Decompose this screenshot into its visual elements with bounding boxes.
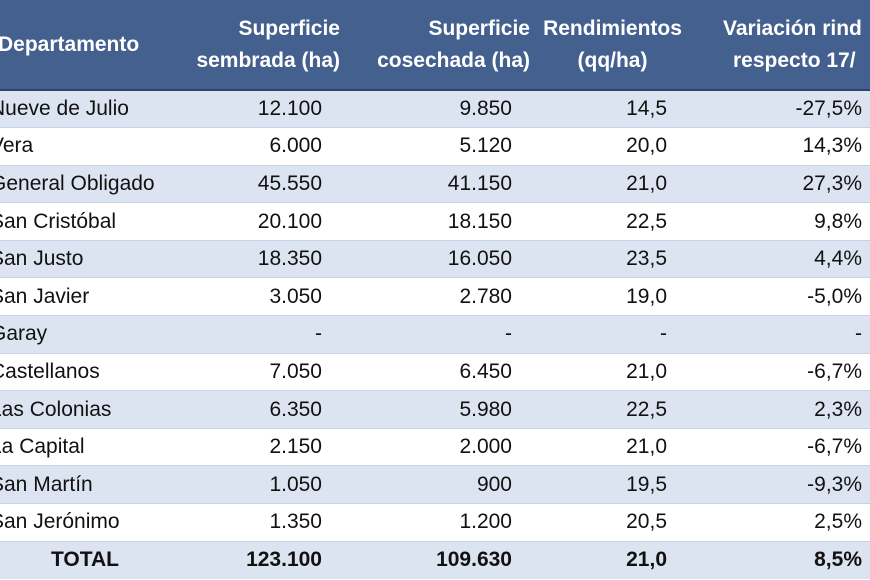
cell-variacion: 4,4% bbox=[695, 240, 870, 279]
cell-sembrada: 45.550 bbox=[180, 165, 350, 204]
cell-departamento: Castellanos bbox=[0, 353, 180, 392]
cell-cosechada: 2.780 bbox=[350, 277, 540, 317]
table-row: Las Colonias 6.350 5.980 22,5 2,3% bbox=[0, 390, 870, 429]
cell-rendimiento: - bbox=[540, 315, 695, 354]
header-departamento: Departamento bbox=[0, 0, 180, 91]
cell-rendimiento: 20,5 bbox=[540, 503, 695, 542]
cell-rendimiento: 22,5 bbox=[540, 202, 695, 241]
cell-rendimiento: 19,5 bbox=[540, 465, 695, 505]
cell-variacion: 2,5% bbox=[695, 503, 870, 542]
cell-departamento: Vera bbox=[0, 127, 180, 166]
cell-sembrada: 1.350 bbox=[180, 503, 350, 542]
cell-rendimiento: 21,0 bbox=[540, 165, 695, 204]
total-cell-sembrada: 123.100 bbox=[180, 541, 350, 579]
cell-rendimiento: 19,0 bbox=[540, 277, 695, 317]
cell-variacion: - bbox=[695, 315, 870, 354]
total-row: TOTAL 123.100 109.630 21,0 8,5% bbox=[0, 541, 870, 579]
cell-departamento: San Justo bbox=[0, 240, 180, 279]
cell-variacion: 27,3% bbox=[695, 165, 870, 204]
cell-variacion: -6,7% bbox=[695, 428, 870, 467]
cell-rendimiento: 20,0 bbox=[540, 127, 695, 166]
cell-rendimiento: 21,0 bbox=[540, 353, 695, 392]
header-superficie-sembrada: Superficie sembrada (ha) bbox=[180, 0, 350, 91]
table-row: San Martín 1.050 900 19,5 -9,3% bbox=[0, 465, 870, 505]
cell-cosechada: 5.980 bbox=[350, 390, 540, 429]
cell-cosechada: 5.120 bbox=[350, 127, 540, 166]
cell-cosechada: 18.150 bbox=[350, 202, 540, 241]
cell-sembrada: 20.100 bbox=[180, 202, 350, 241]
cell-sembrada: 2.150 bbox=[180, 428, 350, 467]
cell-departamento: Nueve de Julio bbox=[0, 90, 180, 129]
cell-departamento: La Capital bbox=[0, 428, 180, 467]
cell-sembrada: - bbox=[180, 315, 350, 354]
cell-departamento: Garay bbox=[0, 315, 180, 354]
cell-rendimiento: 22,5 bbox=[540, 390, 695, 429]
cell-departamento: San Javier bbox=[0, 277, 180, 317]
cell-sembrada: 18.350 bbox=[180, 240, 350, 279]
header-row: Departamento Superficie sembrada (ha) Su… bbox=[0, 0, 870, 91]
total-cell-cosechada: 109.630 bbox=[350, 541, 540, 579]
cell-sembrada: 12.100 bbox=[180, 90, 350, 129]
cell-sembrada: 1.050 bbox=[180, 465, 350, 505]
cell-sembrada: 6.000 bbox=[180, 127, 350, 166]
cell-variacion: 2,3% bbox=[695, 390, 870, 429]
cell-departamento: San Jerónimo bbox=[0, 503, 180, 542]
cell-rendimiento: 23,5 bbox=[540, 240, 695, 279]
cell-variacion: 14,3% bbox=[695, 127, 870, 166]
cell-departamento: San Martín bbox=[0, 465, 180, 505]
table-row: Castellanos 7.050 6.450 21,0 -6,7% bbox=[0, 353, 870, 392]
cell-variacion: -5,0% bbox=[695, 277, 870, 317]
cell-cosechada: 2.000 bbox=[350, 428, 540, 467]
table-row: San Jerónimo 1.350 1.200 20,5 2,5% bbox=[0, 503, 870, 542]
cell-cosechada: 9.850 bbox=[350, 90, 540, 129]
cell-cosechada: 1.200 bbox=[350, 503, 540, 542]
cell-cosechada: 6.450 bbox=[350, 353, 540, 392]
cell-rendimiento: 21,0 bbox=[540, 428, 695, 467]
header-superficie-cosechada: Superficie cosechada (ha) bbox=[350, 0, 540, 91]
cell-variacion: -9,3% bbox=[695, 465, 870, 505]
table-row: San Cristóbal 20.100 18.150 22,5 9,8% bbox=[0, 202, 870, 241]
cell-cosechada: 16.050 bbox=[350, 240, 540, 279]
cell-cosechada: 900 bbox=[350, 465, 540, 505]
header-rendimientos: Rendimientos (qq/ha) bbox=[540, 0, 695, 91]
table-body: Nueve de Julio12.1009.85014,5-27,5%Vera6… bbox=[0, 90, 870, 579]
cell-departamento: Las Colonias bbox=[0, 390, 180, 429]
cell-rendimiento: 14,5 bbox=[540, 90, 695, 129]
total-cell-departamento: TOTAL bbox=[0, 541, 180, 579]
cell-cosechada: - bbox=[350, 315, 540, 354]
cell-cosechada: 41.150 bbox=[350, 165, 540, 204]
cell-sembrada: 3.050 bbox=[180, 277, 350, 317]
cell-sembrada: 6.350 bbox=[180, 390, 350, 429]
table-row: Nueve de Julio 12.100 9.850 14,5 -27,5% bbox=[0, 90, 870, 129]
total-cell-rendimiento: 21,0 bbox=[540, 541, 695, 579]
table-row: Garay---- bbox=[0, 315, 870, 354]
cell-departamento: San Cristóbal bbox=[0, 202, 180, 241]
cell-variacion: -27,5% bbox=[695, 90, 870, 129]
cell-variacion: -6,7% bbox=[695, 353, 870, 392]
table-header: Departamento Superficie sembrada (ha) Su… bbox=[0, 0, 870, 91]
table-row: General Obligado 45.550 41.150 21,0 27,3% bbox=[0, 165, 870, 204]
cell-variacion: 9,8% bbox=[695, 202, 870, 241]
header-variacion: Variación rind respecto 17/ bbox=[695, 0, 870, 91]
cell-sembrada: 7.050 bbox=[180, 353, 350, 392]
total-cell-variacion: 8,5% bbox=[695, 541, 870, 579]
cell-departamento: General Obligado bbox=[0, 165, 180, 204]
